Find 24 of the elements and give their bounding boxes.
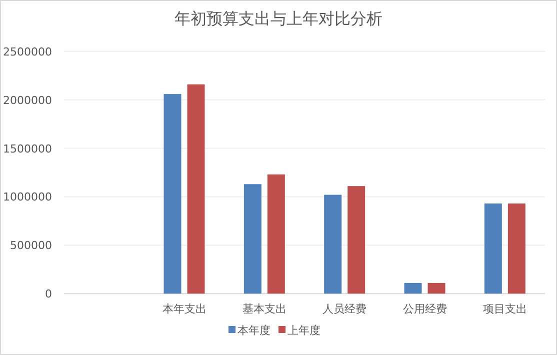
- bar: [164, 94, 182, 294]
- y-tick-label: 2500000: [3, 45, 52, 58]
- bar: [348, 186, 366, 294]
- chart-title: 年初预算支出与上年对比分析: [174, 9, 382, 28]
- y-tick-label: 2000000: [3, 94, 52, 107]
- y-tick-label: 0: [45, 288, 52, 301]
- x-tick-label: 公用经费: [402, 302, 447, 316]
- y-tick-label: 500000: [10, 239, 52, 252]
- x-tick-label: 项目支出: [482, 302, 527, 316]
- legend-label: 上年度: [288, 324, 320, 337]
- y-tick-label: 1000000: [3, 190, 52, 204]
- x-tick-label: 本年支出: [162, 302, 206, 316]
- bar: [267, 174, 285, 294]
- bar: [508, 204, 526, 294]
- bar: [187, 84, 205, 294]
- bar: [404, 282, 422, 294]
- bar: [484, 204, 502, 294]
- x-tick-label: 人员经费: [322, 302, 367, 316]
- legend-label: 本年度: [238, 324, 270, 337]
- bar: [428, 282, 446, 294]
- x-tick-label: 基本支出: [242, 302, 286, 316]
- bar: [244, 184, 262, 294]
- bar: [324, 194, 342, 294]
- y-tick-label: 1500000: [3, 142, 52, 156]
